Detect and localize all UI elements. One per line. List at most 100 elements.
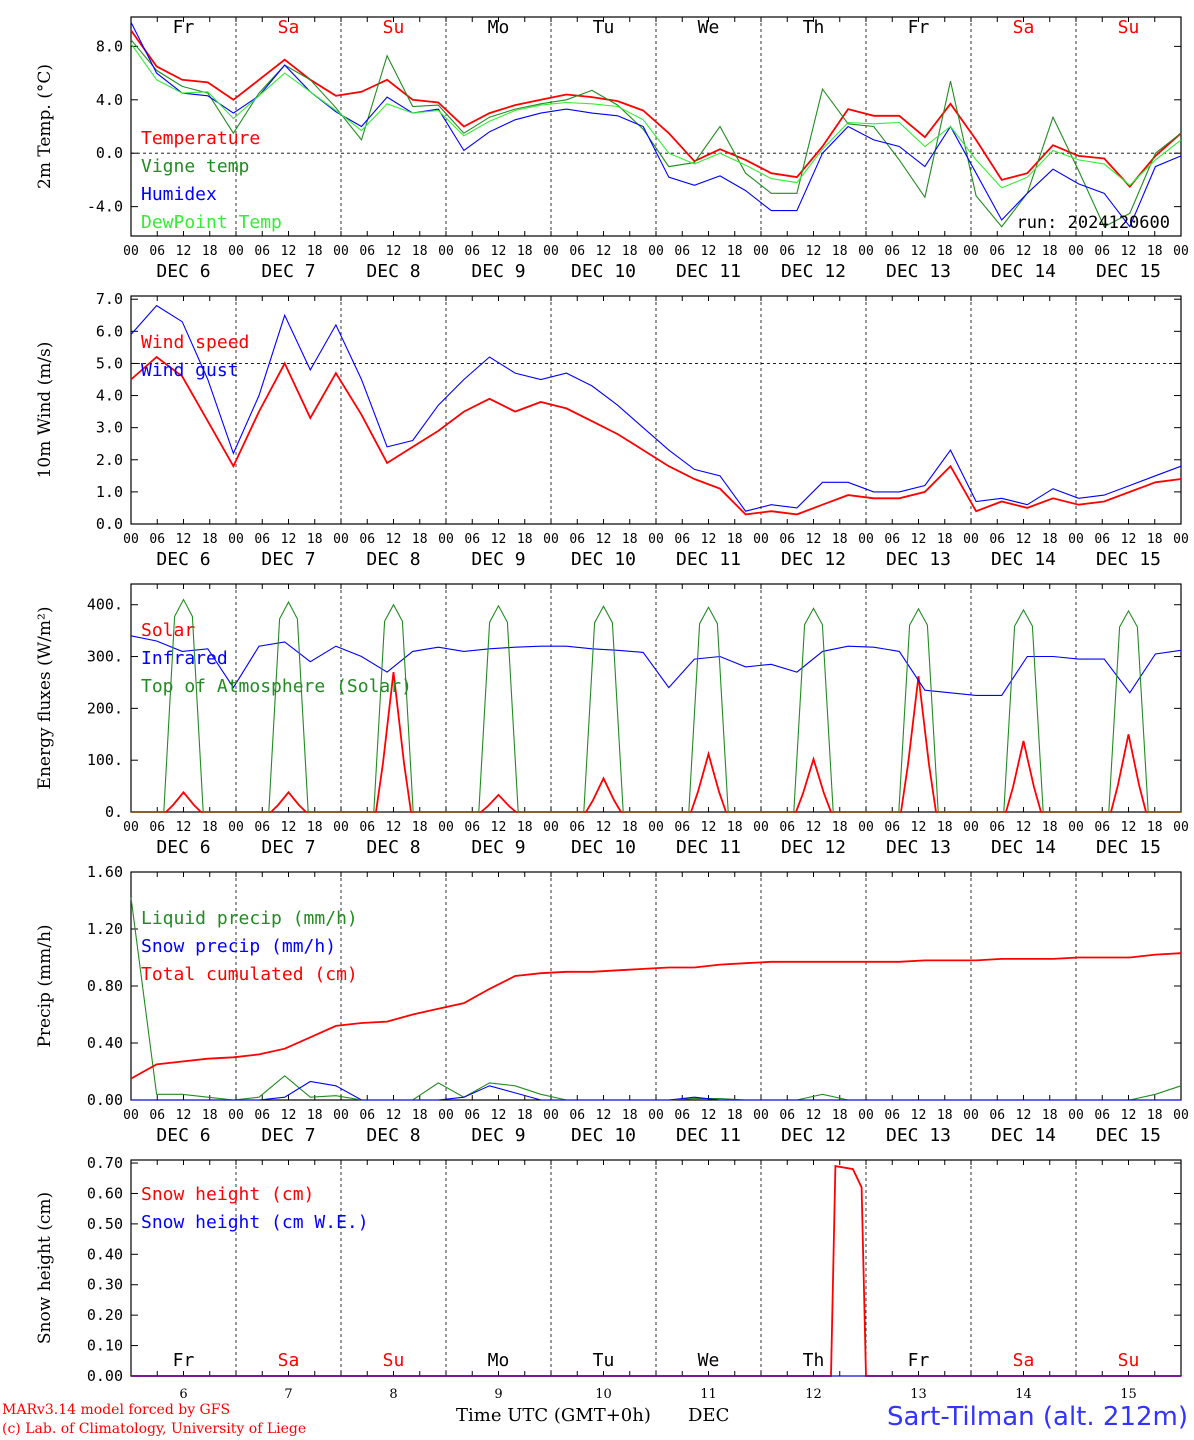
hour-tick-label: 00 xyxy=(543,532,559,547)
hour-tick-label: 18 xyxy=(937,244,953,259)
hour-tick-label: 00 xyxy=(123,820,139,835)
hour-tick-label: 06 xyxy=(464,244,480,259)
y-tick-label: 4.0 xyxy=(96,91,123,109)
hour-tick-label: 00 xyxy=(543,244,559,259)
hour-tick-label: 18 xyxy=(937,1108,953,1123)
hour-tick-label: 00 xyxy=(753,820,769,835)
legend-entry: Top of Atmosphere (Solar) xyxy=(141,676,412,697)
hour-tick-label: 00 xyxy=(228,1108,244,1123)
hour-tick-label: 18 xyxy=(517,244,533,259)
y-tick-label: 1.20 xyxy=(87,920,123,938)
hour-tick-label: 18 xyxy=(202,244,218,259)
day-number-label: 14 xyxy=(1015,1387,1032,1402)
hour-tick-label: 12 xyxy=(281,1108,297,1123)
date-label: DEC 7 xyxy=(261,261,315,282)
date-label: DEC 15 xyxy=(1096,549,1161,570)
date-label: DEC 9 xyxy=(471,261,525,282)
hour-tick-label: 12 xyxy=(596,532,612,547)
y-tick-label: 1.0 xyxy=(96,483,123,501)
hour-tick-label: 00 xyxy=(333,1108,349,1123)
legend-entry: Vigne temp xyxy=(141,156,249,177)
date-label: DEC 14 xyxy=(991,837,1056,858)
hour-tick-label: 06 xyxy=(779,244,795,259)
hour-tick-label: 06 xyxy=(359,532,375,547)
hour-tick-label: 06 xyxy=(674,820,690,835)
hour-tick-label: 06 xyxy=(1094,532,1110,547)
hour-tick-label: 18 xyxy=(517,820,533,835)
date-label: DEC 13 xyxy=(886,549,951,570)
hour-tick-label: 18 xyxy=(517,1108,533,1123)
legend-entry: DewPoint Temp xyxy=(141,212,282,233)
hour-tick-label: 00 xyxy=(1173,1108,1189,1123)
hour-tick-label: 18 xyxy=(1147,244,1163,259)
hour-tick-label: 06 xyxy=(1094,244,1110,259)
day-name-label: Tu xyxy=(593,17,615,38)
legend-entry: Solar xyxy=(141,620,195,641)
hour-tick-label: 12 xyxy=(806,1108,822,1123)
hour-tick-label: 18 xyxy=(1042,244,1058,259)
day-number-label: 12 xyxy=(805,1387,822,1402)
hour-tick-label: 06 xyxy=(779,820,795,835)
date-label: DEC 12 xyxy=(781,837,846,858)
y-tick-label: 0. xyxy=(105,803,123,821)
hour-tick-label: 12 xyxy=(911,1108,927,1123)
hour-tick-label: 00 xyxy=(1173,820,1189,835)
hour-tick-label: 12 xyxy=(1016,820,1032,835)
date-label: DEC 12 xyxy=(781,549,846,570)
y-tick-label: 0.00 xyxy=(87,1091,123,1109)
date-label: DEC 7 xyxy=(261,1125,315,1146)
hour-tick-label: 18 xyxy=(937,820,953,835)
y-tick-label: 0.60 xyxy=(87,1184,123,1202)
hour-tick-label: 00 xyxy=(333,820,349,835)
station-title: Sart-Tilman (alt. 212m) xyxy=(887,1402,1188,1432)
y-tick-label: 1.60 xyxy=(87,863,123,881)
bottom-unit: DEC xyxy=(688,1405,730,1426)
y-tick-label: 100. xyxy=(87,751,123,769)
date-label: DEC 8 xyxy=(366,549,420,570)
hour-tick-label: 18 xyxy=(832,1108,848,1123)
hour-tick-label: 12 xyxy=(281,532,297,547)
hour-tick-label: 12 xyxy=(491,1108,507,1123)
date-label: DEC 11 xyxy=(676,1125,741,1146)
date-label: DEC 6 xyxy=(156,1125,210,1146)
hour-tick-label: 00 xyxy=(1173,244,1189,259)
hour-tick-label: 06 xyxy=(884,820,900,835)
hour-tick-label: 12 xyxy=(281,244,297,259)
hour-tick-label: 12 xyxy=(386,820,402,835)
hour-tick-label: 00 xyxy=(963,820,979,835)
hour-tick-label: 00 xyxy=(648,244,664,259)
hour-tick-label: 12 xyxy=(1121,244,1137,259)
date-label: DEC 6 xyxy=(156,549,210,570)
day-number-label: 6 xyxy=(179,1387,187,1402)
day-name-label: Tu xyxy=(593,1350,615,1371)
hour-tick-label: 12 xyxy=(806,244,822,259)
y-tick-label: 2.0 xyxy=(96,451,123,469)
hour-tick-label: 00 xyxy=(333,244,349,259)
hour-tick-label: 00 xyxy=(1068,532,1084,547)
hour-tick-label: 12 xyxy=(911,532,927,547)
hour-tick-label: 06 xyxy=(464,532,480,547)
y-axis-label: Energy fluxes (W/m²) xyxy=(35,607,55,790)
y-tick-label: 7.0 xyxy=(96,290,123,308)
day-name-label: We xyxy=(698,17,720,38)
hour-tick-label: 18 xyxy=(832,244,848,259)
hour-tick-label: 18 xyxy=(832,820,848,835)
day-name-label: Fr xyxy=(908,17,930,38)
hour-tick-label: 12 xyxy=(491,532,507,547)
hour-tick-label: 00 xyxy=(858,820,874,835)
hour-tick-label: 06 xyxy=(254,532,270,547)
y-tick-label: 0.30 xyxy=(87,1276,123,1294)
hour-tick-label: 06 xyxy=(989,244,1005,259)
date-label: DEC 6 xyxy=(156,837,210,858)
y-axis-label: 2m Temp. (°C) xyxy=(35,64,55,189)
hour-tick-label: 06 xyxy=(1094,1108,1110,1123)
hour-tick-label: 00 xyxy=(963,244,979,259)
day-name-label: Su xyxy=(383,1350,405,1371)
bottom-xlabel: Time UTC (GMT+0h) xyxy=(456,1405,651,1426)
hour-tick-label: 18 xyxy=(202,532,218,547)
day-name-label: Th xyxy=(803,17,825,38)
hour-tick-label: 12 xyxy=(176,244,192,259)
hour-tick-label: 18 xyxy=(727,244,743,259)
day-name-label: Fr xyxy=(173,17,195,38)
y-tick-label: 200. xyxy=(87,699,123,717)
